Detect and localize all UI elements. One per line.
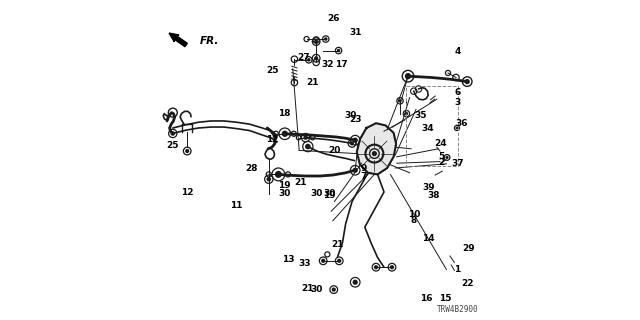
Circle shape bbox=[404, 112, 408, 116]
Text: 20: 20 bbox=[328, 146, 341, 155]
Text: 30: 30 bbox=[310, 189, 323, 198]
Text: 21: 21 bbox=[307, 78, 319, 87]
Text: 14: 14 bbox=[422, 234, 435, 243]
Circle shape bbox=[353, 280, 358, 285]
Text: 30: 30 bbox=[310, 285, 323, 294]
Text: TRW4B2900: TRW4B2900 bbox=[436, 305, 479, 314]
Circle shape bbox=[372, 152, 376, 156]
Text: 6: 6 bbox=[454, 88, 461, 97]
Text: 26: 26 bbox=[328, 14, 340, 23]
Circle shape bbox=[405, 73, 411, 79]
Text: 21: 21 bbox=[332, 240, 344, 249]
Text: 37: 37 bbox=[451, 159, 464, 168]
Text: 12: 12 bbox=[266, 135, 279, 144]
Circle shape bbox=[282, 131, 288, 137]
Text: 10: 10 bbox=[408, 210, 420, 219]
Circle shape bbox=[374, 265, 378, 269]
Circle shape bbox=[445, 156, 449, 159]
Text: 19: 19 bbox=[278, 181, 291, 190]
Text: 15: 15 bbox=[438, 294, 451, 303]
Text: 7: 7 bbox=[360, 172, 367, 181]
Text: 8: 8 bbox=[411, 216, 417, 225]
Text: 22: 22 bbox=[461, 279, 474, 288]
Text: 36: 36 bbox=[456, 119, 468, 128]
Circle shape bbox=[350, 141, 354, 146]
Text: 5: 5 bbox=[438, 152, 445, 161]
Text: 33: 33 bbox=[299, 259, 311, 268]
Text: 35: 35 bbox=[415, 111, 427, 120]
Text: 31: 31 bbox=[349, 28, 362, 37]
Text: FR.: FR. bbox=[200, 36, 220, 46]
Circle shape bbox=[303, 135, 308, 140]
Text: 27: 27 bbox=[297, 53, 310, 62]
Circle shape bbox=[314, 56, 318, 60]
Text: 17: 17 bbox=[335, 60, 348, 68]
Circle shape bbox=[321, 259, 325, 263]
Text: 30: 30 bbox=[278, 189, 291, 198]
Bar bbox=[406, 86, 458, 166]
Text: 25: 25 bbox=[166, 141, 179, 150]
Circle shape bbox=[324, 37, 328, 41]
Text: 23: 23 bbox=[349, 115, 362, 124]
Text: 32: 32 bbox=[321, 60, 333, 68]
Circle shape bbox=[353, 138, 358, 143]
Text: 2: 2 bbox=[438, 158, 445, 167]
Circle shape bbox=[390, 265, 394, 269]
Circle shape bbox=[465, 79, 470, 84]
Circle shape bbox=[353, 168, 358, 173]
Polygon shape bbox=[169, 33, 188, 47]
Text: 1: 1 bbox=[454, 265, 461, 274]
Circle shape bbox=[185, 149, 189, 153]
Text: 4: 4 bbox=[454, 47, 461, 56]
Text: 3: 3 bbox=[454, 98, 461, 107]
Text: 28: 28 bbox=[245, 164, 258, 173]
Circle shape bbox=[337, 49, 340, 52]
Circle shape bbox=[170, 131, 175, 136]
Circle shape bbox=[305, 144, 310, 149]
Text: 39: 39 bbox=[422, 183, 435, 192]
Text: 30: 30 bbox=[344, 111, 356, 120]
Circle shape bbox=[266, 177, 271, 181]
Text: 29: 29 bbox=[462, 244, 474, 253]
Circle shape bbox=[332, 287, 336, 292]
Text: 11: 11 bbox=[230, 201, 243, 210]
Circle shape bbox=[314, 39, 318, 44]
Circle shape bbox=[398, 99, 402, 102]
Text: 25: 25 bbox=[266, 66, 279, 75]
Circle shape bbox=[307, 58, 310, 62]
Text: 12: 12 bbox=[181, 188, 194, 197]
Text: 21: 21 bbox=[301, 284, 314, 293]
Circle shape bbox=[275, 171, 282, 178]
Polygon shape bbox=[357, 123, 396, 174]
Text: 21: 21 bbox=[294, 178, 307, 187]
Text: 19: 19 bbox=[323, 191, 336, 200]
Circle shape bbox=[337, 259, 341, 263]
Text: 18: 18 bbox=[278, 109, 291, 118]
Text: 34: 34 bbox=[421, 124, 434, 132]
Text: 9: 9 bbox=[360, 164, 367, 172]
Text: 13: 13 bbox=[282, 255, 295, 264]
Text: 30: 30 bbox=[323, 189, 336, 198]
Text: 38: 38 bbox=[428, 191, 440, 200]
Text: 16: 16 bbox=[420, 294, 433, 303]
Circle shape bbox=[456, 127, 458, 129]
Text: 24: 24 bbox=[435, 139, 447, 148]
